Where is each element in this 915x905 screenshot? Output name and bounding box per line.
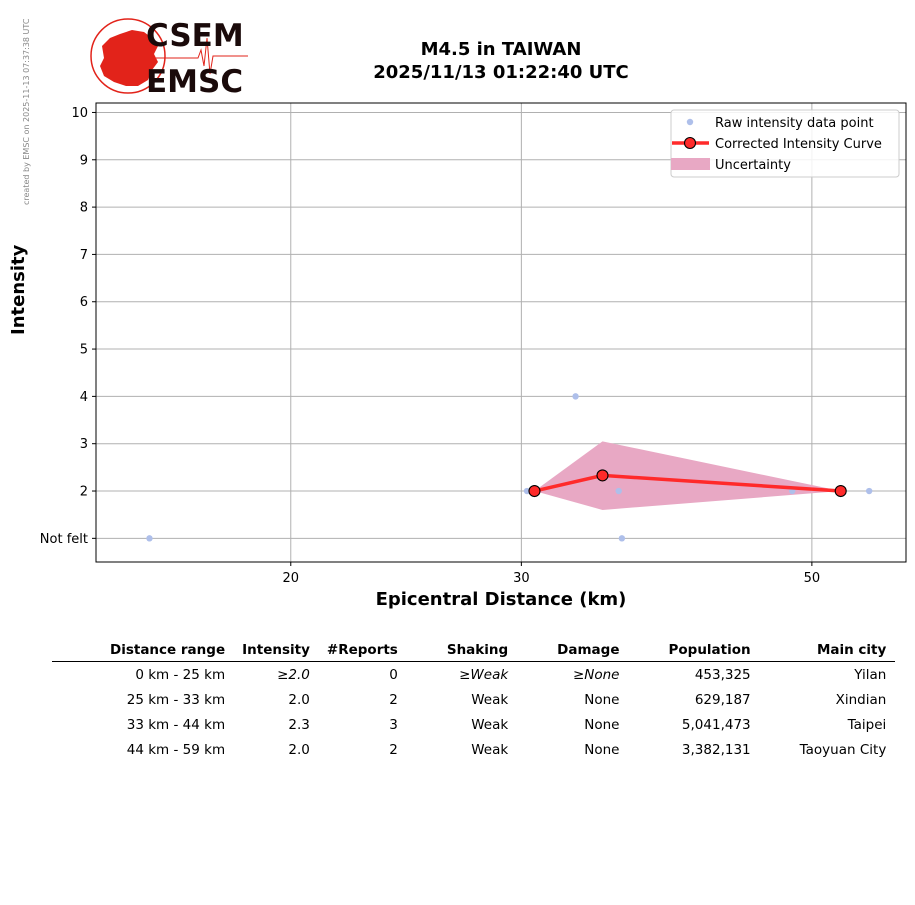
raw-data-point	[523, 487, 531, 495]
x-axis-label: Epicentral Distance (km)	[375, 589, 627, 610]
y-tick-label: 2	[80, 485, 88, 500]
logo-seismogram-line	[150, 37, 248, 75]
corrected-curve-marker	[834, 484, 847, 498]
cell-distance-range: 0 km - 25 km	[135, 666, 226, 683]
cell-shaking: ≥Weak	[459, 666, 509, 683]
cell-main-city: Yilan	[854, 666, 887, 683]
raw-data-point	[618, 535, 626, 542]
corrected-curve-marker	[528, 484, 541, 498]
y-tick-label: 7	[80, 248, 88, 263]
raw-data-point	[572, 393, 579, 400]
chart-title: M4.5 in TAIWAN 2025/11/13 01:22:40 UTC	[300, 38, 702, 84]
y-tick-label: 9	[80, 153, 88, 168]
header-population: Population	[628, 640, 760, 662]
legend-curve-marker	[683, 136, 697, 150]
cell-population: 3,382,131	[681, 741, 751, 758]
logo-line1: CSEM	[146, 18, 244, 54]
uncertainty-band-layer	[534, 441, 841, 510]
header-reports: #Reports	[318, 640, 407, 662]
cell-distance-range: 44 km - 59 km	[126, 741, 226, 758]
cell-distance-range: 33 km - 44 km	[126, 716, 226, 733]
title-line2: 2025/11/13 01:22:40 UTC	[373, 62, 629, 83]
header-intensity: Intensity	[234, 640, 319, 662]
x-tick-label: 20	[283, 571, 300, 586]
cell-damage: None	[584, 691, 620, 708]
legend-band-swatch	[671, 158, 710, 170]
raw-data-point	[615, 487, 622, 495]
y-tick-label: 6	[80, 295, 88, 310]
cell-main-city: Xindian	[835, 691, 887, 708]
logo-continent-shape	[100, 30, 158, 86]
corrected-curve-layer	[528, 469, 847, 498]
cell-intensity: 2.3	[288, 716, 310, 733]
raw-data-point	[865, 487, 873, 495]
intensity-chart: Not felt 2 3 4 5 6 7 8 9 10 20 30 50 Raw intensity …	[40, 102, 907, 586]
header-shaking: Shaking	[406, 640, 518, 662]
cell-population: 629,187	[694, 691, 751, 708]
legend-raw-label: Raw intensity data point	[715, 116, 874, 131]
x-tick-label: 30	[513, 571, 530, 586]
cell-shaking: Weak	[471, 716, 509, 733]
plot-frame	[95, 102, 907, 563]
cell-intensity: 2.0	[288, 691, 310, 708]
cell-damage: None	[584, 716, 620, 733]
table-header-row: Distance range Intensity #Reports Shakin…	[52, 640, 896, 662]
corrected-curve-marker	[596, 469, 609, 482]
y-axis-label: Intensity	[8, 244, 29, 335]
logo-line2: EMSC	[146, 64, 243, 98]
legend-band-label: Uncertainty	[715, 158, 791, 173]
cell-reports: 3	[389, 716, 398, 733]
table-row: 0 km - 25 km ≥2.0 0 ≥Weak ≥None 453,325 Yilan	[52, 662, 895, 688]
table-row: 33 km - 44 km 2.3 3 Weak None 5,041,473 Taipei	[52, 712, 895, 737]
header-distance-range: Distance range	[52, 640, 235, 662]
cell-damage: ≥None	[572, 666, 620, 683]
cell-damage: None	[584, 741, 620, 758]
cell-shaking: Weak	[471, 741, 509, 758]
y-tick-label: 8	[80, 201, 88, 216]
cell-reports: 2	[389, 741, 398, 758]
uncertainty-band	[534, 441, 841, 510]
table-row: 25 km - 33 km 2.0 2 Weak None 629,187 Xindian	[52, 687, 895, 712]
cell-reports: 0	[389, 666, 398, 683]
y-tick-label: 5	[80, 343, 88, 358]
y-tick-label: Not felt	[40, 532, 88, 547]
cell-intensity: ≥2.0	[277, 666, 310, 683]
csem-emsc-logo: CSEM EMSC	[90, 18, 248, 98]
cell-main-city: Taipei	[847, 716, 887, 733]
logo-globe-outline	[90, 18, 166, 94]
y-tick-label: 10	[71, 106, 88, 121]
title-line1: M4.5 in TAIWAN	[420, 39, 582, 60]
cell-shaking: Weak	[471, 691, 509, 708]
intensity-summary-table: Distance range Intensity #Reports Shakin…	[52, 640, 896, 762]
x-axis-ticks: 20 30 50	[283, 562, 821, 586]
y-tick-label: 3	[80, 437, 88, 452]
chart-legend: Raw intensity data point Corrected Intens…	[670, 109, 900, 178]
y-axis-ticks: Not felt 2 3 4 5 6 7 8 9 10	[40, 106, 96, 547]
cell-population: 453,325	[694, 666, 751, 683]
cell-reports: 2	[389, 691, 398, 708]
legend-raw-marker	[686, 118, 694, 126]
cell-population: 5,041,473	[681, 716, 751, 733]
y-tick-label: 4	[80, 390, 88, 405]
cell-intensity: 2.0	[288, 741, 310, 758]
header-main-city: Main city	[759, 640, 896, 662]
x-tick-label: 50	[804, 571, 821, 586]
cell-distance-range: 25 km - 33 km	[126, 691, 226, 708]
legend-curve-label: Corrected Intensity Curve	[715, 137, 882, 152]
cell-main-city: Taoyuan City	[799, 741, 887, 758]
header-damage: Damage	[517, 640, 629, 662]
raw-data-point	[146, 535, 153, 542]
raw-points-layer	[146, 393, 873, 542]
legend-frame	[670, 109, 900, 178]
table-row: 44 km - 59 km 2.0 2 Weak None 3,382,131 Taoyua…	[52, 737, 895, 762]
